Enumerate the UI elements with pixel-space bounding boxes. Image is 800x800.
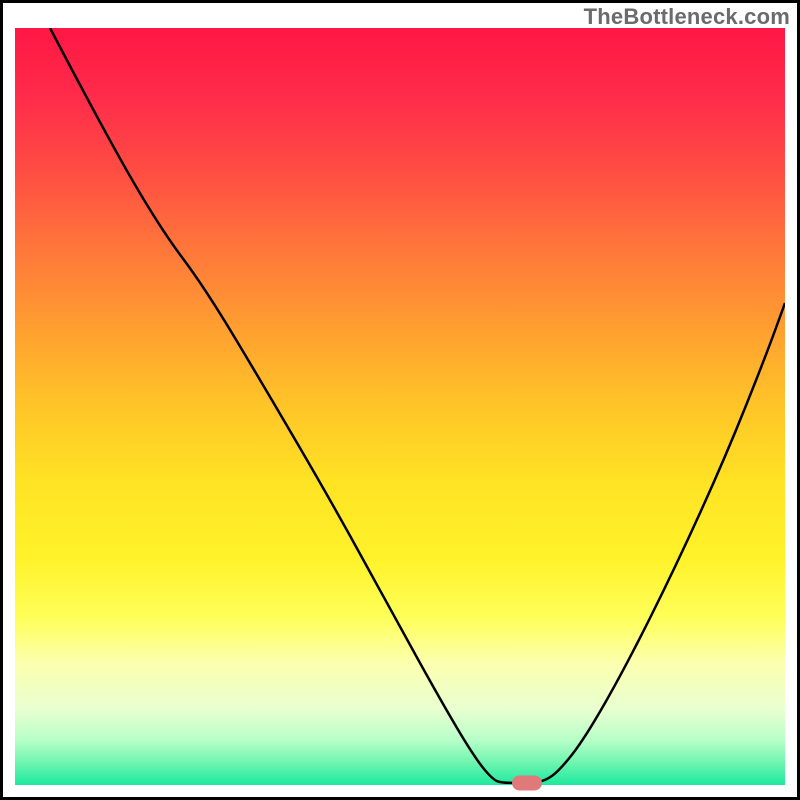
plot-area [15, 28, 785, 785]
watermark-text: TheBottleneck.com [584, 4, 790, 30]
bottleneck-curve [15, 28, 785, 785]
optimum-marker [512, 776, 542, 791]
